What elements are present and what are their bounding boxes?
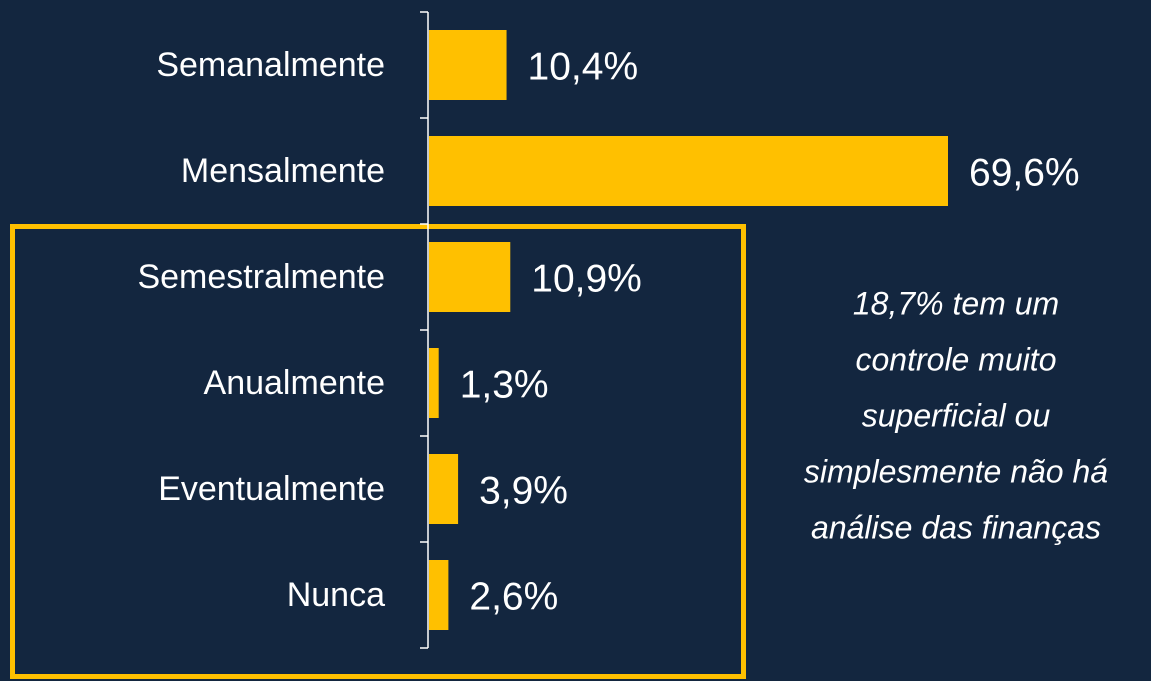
value-label: 10,9% [531,257,642,300]
highlight-box [10,224,746,679]
annotation: 18,7% tem um [853,285,1059,321]
bar [429,348,439,418]
bar [429,30,507,100]
category-label: Mensalmente [181,152,385,190]
category-label: Nunca [287,576,385,614]
bar [429,560,449,630]
category-label: Anualmente [204,364,385,402]
category-label: Eventualmente [158,470,385,508]
annotation: superficial ou [862,397,1051,433]
bar [429,454,459,524]
value-label: 10,4% [528,45,639,88]
value-label: 2,6% [469,575,558,618]
value-label: 3,9% [479,469,568,512]
annotation: controle muito [856,341,1057,377]
annotation: análise das finanças [811,509,1101,545]
bar [429,242,511,312]
value-label: 69,6% [969,151,1080,194]
annotation: simplesmente não há [804,453,1108,489]
value-label: 1,3% [460,363,549,406]
category-label: Semestralmente [137,258,385,296]
bar [429,136,948,206]
category-label: Semanalmente [156,46,385,84]
